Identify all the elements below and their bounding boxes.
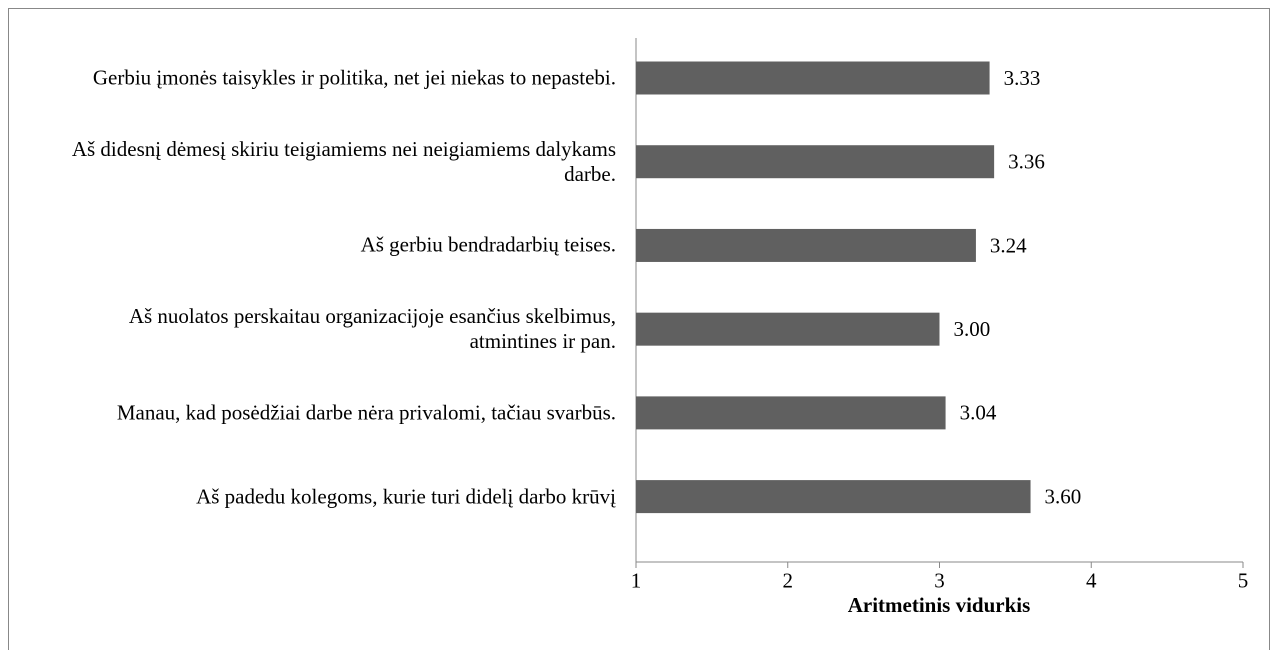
value-label: 3.60: [1045, 484, 1082, 508]
value-label: 3.24: [990, 233, 1027, 257]
bar: [636, 228, 976, 262]
y-tick-label: Aš nuolatos perskaitau organizacijoje es…: [128, 304, 616, 354]
x-tick-label: 5: [1238, 568, 1249, 592]
x-tick-label: 2: [783, 568, 794, 592]
bar: [636, 61, 990, 95]
y-tick-label: Aš padedu kolegoms, kurie turi didelį da…: [196, 484, 616, 509]
y-tick-label: Manau, kad posėdžiai darbe nėra privalom…: [116, 400, 616, 425]
x-tick-label: 1: [631, 568, 642, 592]
value-label: 3.33: [1004, 66, 1041, 90]
bar: [636, 396, 946, 430]
frame: [8, 8, 1270, 650]
bar: [636, 145, 995, 179]
bar: [636, 480, 1031, 514]
value-label: 3.00: [954, 317, 991, 341]
value-label: 3.04: [960, 401, 997, 425]
x-axis-title: Aritmetinis vidurkis: [848, 593, 1031, 617]
x-tick-label: 4: [1086, 568, 1097, 592]
x-tick-label: 3: [934, 568, 945, 592]
y-tick-label: Aš didesnį dėmesį skiriu teigiamiems nei…: [71, 136, 616, 186]
y-tick-label: Aš gerbiu bendradarbių teises.: [360, 232, 616, 257]
bar: [636, 312, 940, 346]
y-tick-label: Gerbiu įmonės taisykles ir politika, net…: [92, 65, 616, 90]
value-label: 3.36: [1008, 150, 1045, 174]
